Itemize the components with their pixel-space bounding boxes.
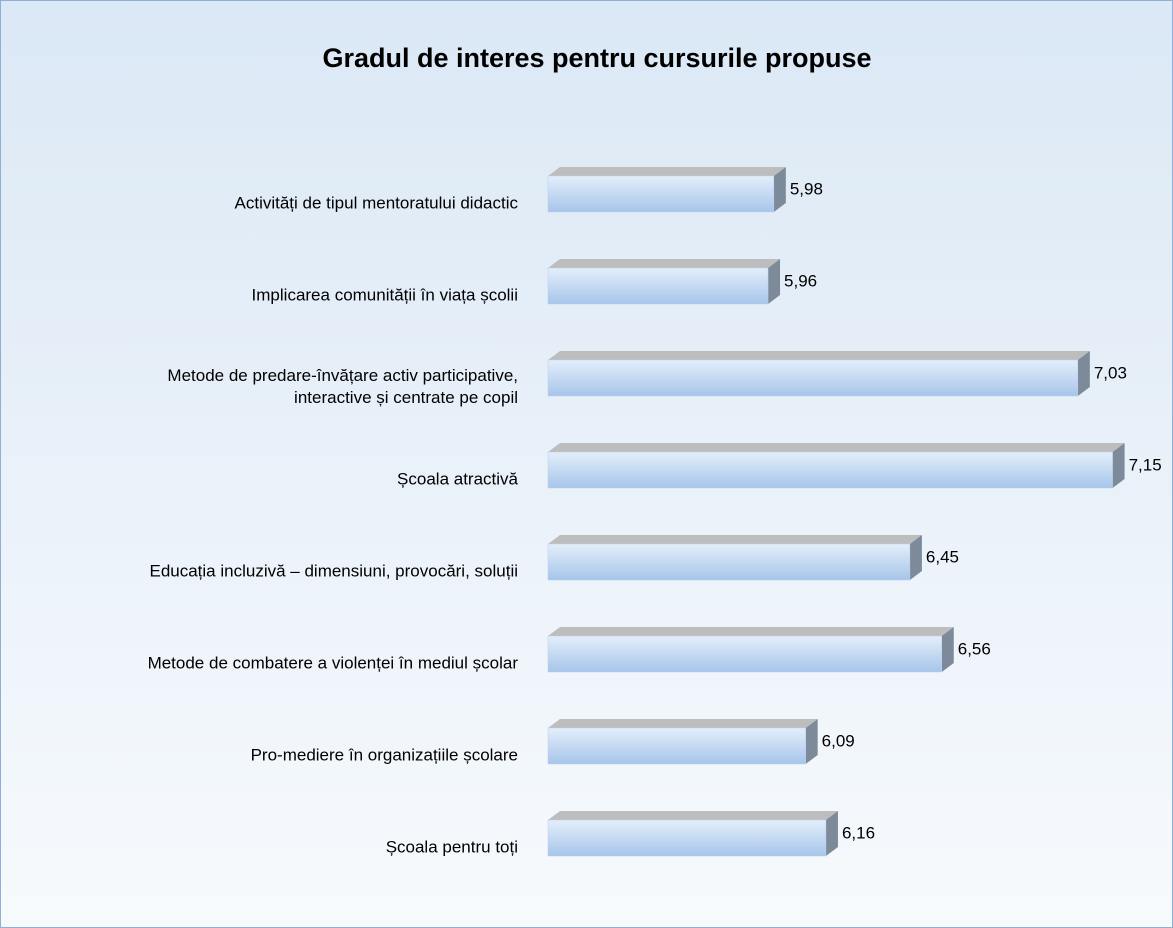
bar-top: [548, 351, 1090, 360]
y-tick-label: Metode de combatere a violenței în mediu…: [148, 653, 519, 672]
data-label: 5,96: [784, 271, 817, 290]
data-label: 7,03: [1094, 363, 1127, 382]
bar: [547, 267, 769, 305]
bar-top: [548, 167, 786, 176]
chart-title: Gradul de interes pentru cursurile propu…: [322, 43, 871, 73]
y-tick-label: Pro-mediere în organizațiile școlare: [251, 745, 518, 764]
data-label: 6,56: [958, 639, 991, 658]
y-tick-label: Școala pentru toți: [386, 837, 518, 856]
bar-top: [548, 535, 922, 544]
y-tick-label: Educația incluzivă – dimensiuni, provocă…: [149, 561, 518, 580]
y-tick-label: Implicarea comunității în viața școlii: [252, 285, 518, 304]
bar-side: [825, 811, 838, 856]
bar-top: [548, 259, 781, 268]
data-label: 7,15: [1129, 455, 1162, 474]
bar-top: [548, 811, 838, 820]
data-label: 5,98: [790, 179, 823, 198]
bar-side: [805, 719, 818, 764]
bar: [547, 819, 827, 857]
bar: [547, 727, 806, 765]
bar-side: [1112, 443, 1125, 488]
data-label: 6,45: [926, 547, 959, 566]
y-tick-label: Școala atractivă: [397, 469, 518, 488]
bar-top: [548, 443, 1125, 452]
data-label: 6,16: [842, 823, 875, 842]
y-tick-label: Metode de predare-învățare activ partici…: [167, 366, 518, 407]
bar: [547, 635, 943, 673]
bar: [547, 175, 775, 213]
bar-side: [1077, 351, 1090, 396]
bar-side: [768, 259, 781, 304]
bar-top: [548, 627, 954, 636]
bar-side: [941, 627, 954, 672]
data-label: 6,09: [822, 731, 855, 750]
y-tick-label: Activități de tipul mentoratului didacti…: [235, 193, 519, 212]
bar-side: [909, 535, 922, 580]
bar-top: [548, 719, 818, 728]
bar: [547, 451, 1113, 489]
bar-side: [773, 167, 786, 212]
bar: [547, 359, 1079, 397]
bar: [547, 543, 911, 581]
